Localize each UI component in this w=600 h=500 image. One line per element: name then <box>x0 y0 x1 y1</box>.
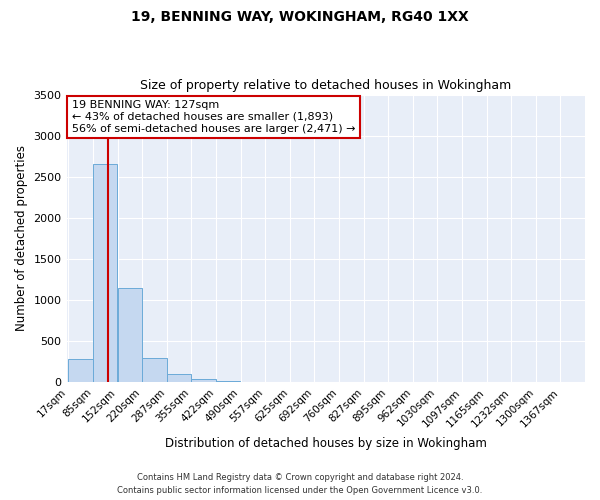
Bar <box>142 358 167 382</box>
Text: Contains HM Land Registry data © Crown copyright and database right 2024.
Contai: Contains HM Land Registry data © Crown c… <box>118 474 482 495</box>
Bar <box>93 164 118 382</box>
Bar <box>68 359 93 382</box>
X-axis label: Distribution of detached houses by size in Wokingham: Distribution of detached houses by size … <box>165 437 487 450</box>
Bar <box>216 380 241 382</box>
Y-axis label: Number of detached properties: Number of detached properties <box>15 146 28 332</box>
Bar <box>167 374 191 382</box>
Title: Size of property relative to detached houses in Wokingham: Size of property relative to detached ho… <box>140 79 511 92</box>
Bar <box>191 378 216 382</box>
Text: 19, BENNING WAY, WOKINGHAM, RG40 1XX: 19, BENNING WAY, WOKINGHAM, RG40 1XX <box>131 10 469 24</box>
Text: 19 BENNING WAY: 127sqm
← 43% of detached houses are smaller (1,893)
56% of semi-: 19 BENNING WAY: 127sqm ← 43% of detached… <box>72 100 355 134</box>
Bar <box>118 288 142 382</box>
